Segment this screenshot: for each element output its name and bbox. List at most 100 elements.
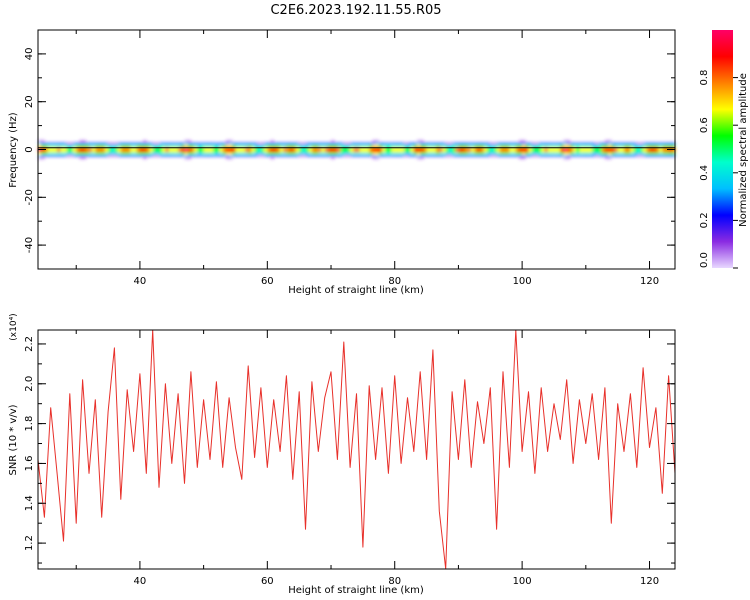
spectral-cell — [219, 149, 224, 153]
spectral-cell — [445, 144, 450, 148]
spectral-cell — [566, 154, 571, 157]
spectral-cell — [522, 142, 526, 146]
spectral-cell — [659, 151, 663, 155]
spectral-cell — [327, 151, 332, 155]
spectral-cell — [302, 147, 307, 150]
spectral-cell — [391, 147, 396, 150]
spectral-cell — [480, 149, 485, 153]
spectral-cell — [120, 144, 125, 148]
spectral-cell — [503, 147, 507, 150]
spectral-cell — [531, 151, 536, 155]
spectral-cell — [624, 154, 628, 157]
spectral-cell — [248, 149, 252, 153]
spectral-cell — [82, 142, 87, 146]
spectral-cell — [388, 151, 393, 155]
spectral-cell — [143, 142, 147, 146]
spectral-cell — [139, 144, 144, 148]
spectral-cell — [404, 144, 408, 148]
spectral-cell — [652, 149, 657, 153]
spectral-cell — [420, 139, 424, 143]
spectral-cell — [490, 149, 494, 153]
spectral-cell — [407, 142, 412, 146]
spectral-cell — [127, 151, 131, 155]
spectral-cell — [38, 151, 42, 155]
spectral-cell — [538, 142, 542, 146]
spectral-cell — [88, 154, 93, 157]
spectral-cell — [267, 144, 272, 148]
spectral-cell — [573, 149, 577, 153]
spectral-cell — [98, 154, 103, 157]
spectral-cell — [452, 149, 456, 153]
spectral-cell — [187, 149, 192, 153]
spectral-cell — [251, 142, 256, 146]
spectral-cell — [439, 147, 443, 150]
spectral-cell — [95, 144, 100, 148]
spectral-cell — [573, 144, 577, 148]
spectral-cell — [464, 147, 469, 150]
spectral-cell — [528, 147, 533, 150]
spectral-cell — [563, 149, 568, 153]
spectral-cell — [232, 142, 236, 146]
spectral-cell — [181, 151, 186, 155]
spectral-cell — [209, 151, 214, 155]
spectral-cell — [541, 151, 545, 155]
spectral-cell — [273, 151, 278, 155]
spectral-cell — [251, 149, 256, 153]
spectral-cell — [213, 144, 217, 148]
spectral-cell — [184, 151, 189, 155]
spectral-cell — [458, 142, 463, 146]
spectral-cell — [273, 142, 278, 146]
spectral-cell — [229, 139, 233, 143]
spectral-cell — [467, 151, 472, 155]
spectral-cell — [305, 142, 310, 146]
spectral-cell — [346, 149, 351, 153]
spectral-cell — [601, 144, 606, 148]
spectral-cell — [206, 142, 211, 146]
spectral-cell — [553, 147, 558, 150]
spectral-cell — [155, 142, 160, 146]
spectral-cell — [429, 151, 434, 155]
spectral-cell — [127, 142, 131, 146]
spectral-cell — [50, 142, 55, 146]
spectral-cell — [420, 151, 424, 155]
spectral-cell — [490, 144, 494, 148]
spectral-cell — [401, 147, 405, 150]
spectral-cell — [576, 149, 580, 153]
spectral-cell — [557, 151, 561, 155]
spectral-cell — [200, 142, 205, 146]
spectral-cell — [311, 147, 316, 150]
spectral-cell — [426, 144, 431, 148]
spectral-cell — [375, 142, 380, 146]
spectral-cell — [589, 151, 593, 155]
spectral-cell — [289, 142, 294, 146]
spectral-cell — [643, 144, 647, 148]
spectral-cell — [366, 149, 370, 153]
spectral-cell — [608, 144, 612, 148]
spectral-cell — [550, 142, 555, 146]
spectral-cell — [350, 144, 354, 148]
spectral-cell — [264, 149, 268, 153]
spectral-cell — [356, 144, 361, 148]
spectral-cell — [627, 151, 631, 155]
spectral-cell — [69, 149, 74, 153]
spectral-cell — [69, 147, 74, 150]
spectral-cell — [652, 151, 657, 155]
spectral-cell — [133, 144, 138, 148]
spectral-cell — [410, 149, 415, 153]
spectral-cell — [63, 144, 68, 148]
spectral-cell — [420, 156, 424, 160]
spectral-cell — [467, 142, 472, 146]
spectral-cell — [190, 149, 195, 153]
spectral-cell — [41, 151, 45, 155]
spectral-cell — [257, 147, 262, 150]
spectral-cell — [57, 154, 61, 157]
spectral-cell — [592, 147, 596, 150]
spectral-cell — [299, 154, 303, 157]
spectral-cell — [362, 149, 367, 153]
spectral-cell — [184, 149, 189, 153]
spectral-cell — [222, 147, 227, 150]
spectral-cell — [636, 149, 641, 153]
spectral-cell — [311, 154, 316, 157]
spectral-cell — [184, 139, 189, 143]
spectral-cell — [174, 144, 179, 148]
